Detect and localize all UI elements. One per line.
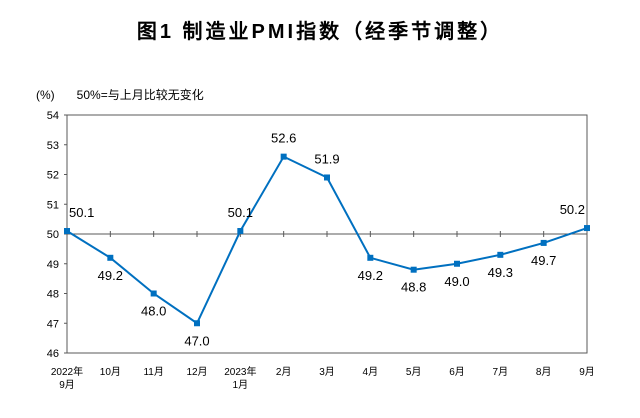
svg-text:7月: 7月 [493, 366, 509, 378]
svg-text:1月: 1月 [233, 379, 249, 391]
svg-text:48.8: 48.8 [401, 280, 426, 295]
svg-text:50.1: 50.1 [69, 205, 94, 220]
svg-text:47: 47 [47, 318, 59, 330]
svg-text:4月: 4月 [363, 366, 379, 378]
svg-text:51: 51 [47, 199, 59, 211]
svg-text:49.7: 49.7 [531, 253, 556, 268]
svg-text:3月: 3月 [319, 366, 335, 378]
svg-text:49.3: 49.3 [488, 265, 513, 280]
svg-text:9月: 9月 [579, 366, 595, 378]
svg-text:5月: 5月 [406, 366, 422, 378]
svg-text:50.2: 50.2 [560, 202, 585, 217]
svg-text:8月: 8月 [536, 366, 552, 378]
svg-text:49.2: 49.2 [98, 268, 123, 283]
svg-text:2022年: 2022年 [51, 365, 83, 378]
svg-text:9月: 9月 [59, 379, 75, 391]
svg-text:54: 54 [47, 110, 59, 122]
svg-text:10月: 10月 [100, 366, 121, 378]
svg-text:51.9: 51.9 [314, 151, 339, 166]
svg-text:12月: 12月 [186, 366, 207, 378]
svg-text:52: 52 [47, 170, 59, 182]
svg-text:2023年: 2023年 [224, 365, 256, 378]
svg-text:53: 53 [47, 140, 59, 152]
svg-text:52.6: 52.6 [271, 131, 296, 146]
svg-text:49.0: 49.0 [444, 274, 469, 289]
svg-text:2月: 2月 [276, 366, 292, 378]
svg-text:50: 50 [47, 229, 59, 241]
svg-text:48: 48 [47, 289, 59, 301]
svg-text:6月: 6月 [449, 366, 465, 378]
svg-text:49.2: 49.2 [358, 268, 383, 283]
svg-text:46: 46 [47, 348, 59, 360]
svg-text:50.1: 50.1 [228, 205, 253, 220]
svg-text:47.0: 47.0 [184, 333, 209, 348]
svg-text:49: 49 [47, 259, 59, 271]
svg-text:48.0: 48.0 [141, 304, 166, 319]
svg-text:11月: 11月 [143, 366, 163, 378]
